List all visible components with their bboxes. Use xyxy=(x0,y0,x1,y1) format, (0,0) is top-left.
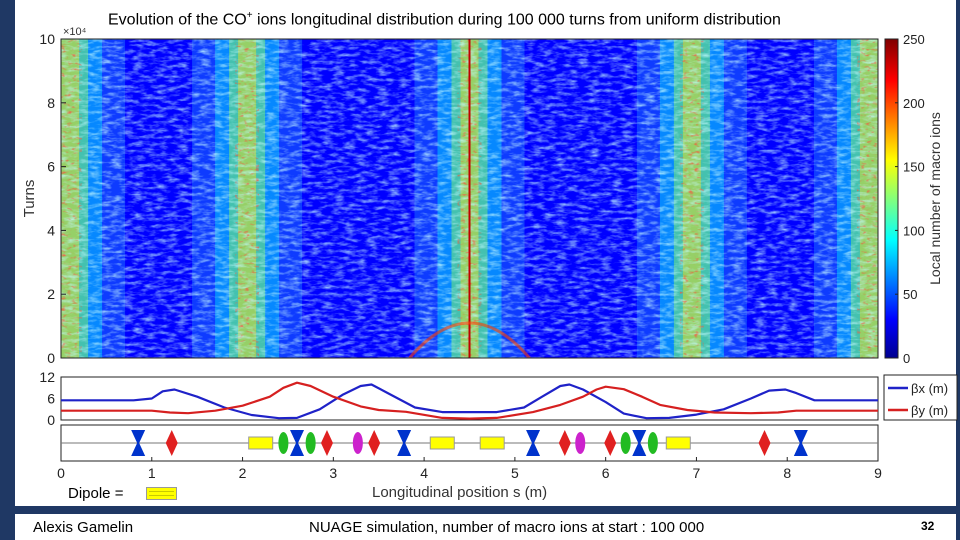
y-tick-label: 2 xyxy=(47,286,55,302)
hot-streak xyxy=(235,39,260,358)
title-rest: ions longitudinal distribution during 10… xyxy=(252,11,781,29)
colorbar: 0 50 100 150 200 250 Local number of macro ion… xyxy=(884,32,943,366)
beta-series-line xyxy=(61,383,878,420)
x-tick-label: 9 xyxy=(874,465,882,481)
dipole-icon xyxy=(479,436,505,450)
colorbar-label: Local number of macro ions xyxy=(927,112,943,285)
defocusing-quadrupole-icon xyxy=(558,430,571,456)
focusing-quadrupole-icon xyxy=(131,430,146,456)
defocusing-quadrupole-icon xyxy=(320,430,333,456)
sextupole-icon xyxy=(278,432,289,454)
heatmap-axes: 0 2 4 6 8 10 ×10⁴ Turns xyxy=(21,26,879,366)
dipole-legend-swatch xyxy=(146,487,177,500)
dipole-icon xyxy=(248,436,274,450)
hot-streak xyxy=(679,39,704,358)
x-tick-label: 2 xyxy=(239,465,247,481)
focusing-quadrupole-icon xyxy=(526,430,541,456)
sextupole-icon xyxy=(305,432,316,454)
footer-note: NUAGE simulation, number of macro ions a… xyxy=(309,519,705,536)
x-axis-label: Longitudinal position s (m) xyxy=(372,484,548,501)
x-tick-label: 0 xyxy=(57,465,65,481)
x-tick-label: 8 xyxy=(783,465,791,481)
slide-bottom-strip xyxy=(15,506,960,514)
heatmap-frame xyxy=(60,38,879,359)
defocusing-quadrupole-icon xyxy=(368,430,381,456)
beta-y-tick-label: 12 xyxy=(39,369,55,385)
sextupole-icon xyxy=(647,432,658,454)
slide-side-bar xyxy=(0,0,15,540)
defocusing-quadrupole-icon xyxy=(758,430,771,456)
y-tick-label: 4 xyxy=(47,222,55,238)
title-superscript: + xyxy=(246,10,253,21)
defocusing-quadrupole-icon xyxy=(165,430,178,456)
colorbar-tick-label: 100 xyxy=(903,223,925,238)
page-number: 32 xyxy=(921,519,935,533)
legend-label: βx (m) xyxy=(911,381,948,396)
beta-y-tick-label: 0 xyxy=(47,412,55,428)
y-exponent-label: ×10⁴ xyxy=(63,26,87,38)
colorbar-tick-label: 250 xyxy=(903,32,925,47)
defocusing-quadrupole-icon xyxy=(604,430,617,456)
focusing-quadrupole-icon xyxy=(290,430,305,456)
colorbar-tick-label: 200 xyxy=(903,96,925,111)
octupole-icon xyxy=(352,432,363,454)
beta-legend: βx (m) βy (m) xyxy=(883,374,958,421)
legend-box xyxy=(883,374,958,421)
beta-y-tick-label: 6 xyxy=(47,391,55,407)
y-axis-label: Turns xyxy=(21,180,38,218)
octupole-icon xyxy=(575,432,586,454)
beta-series-line xyxy=(61,381,878,420)
hot-streak xyxy=(856,39,878,358)
x-tick-label: 6 xyxy=(602,465,610,481)
dipole-legend-label: Dipole = xyxy=(68,485,124,502)
y-tick-label: 0 xyxy=(47,350,55,366)
focusing-quadrupole-icon xyxy=(632,430,647,456)
x-tick-label: 3 xyxy=(329,465,337,481)
legend-label: βy (m) xyxy=(911,403,948,418)
colorbar-tick-label: 0 xyxy=(903,351,910,366)
footer-author: Alexis Gamelin xyxy=(33,519,134,536)
lattice-diagram: 0 1 2 3 4 5 6 7 8 9 xyxy=(57,424,882,481)
title-main: Evolution of the CO xyxy=(108,11,247,29)
dipole-icon xyxy=(429,436,455,450)
slide-title: Evolution of the CO+ ions longitudinal d… xyxy=(108,10,781,29)
y-tick-label: 10 xyxy=(39,31,55,47)
x-tick-label: 4 xyxy=(420,465,428,481)
central-density-fan xyxy=(408,321,531,358)
hot-streak xyxy=(61,39,83,358)
x-tick-label: 7 xyxy=(693,465,701,481)
focusing-quadrupole-icon xyxy=(397,430,412,456)
colorbar-tick-label: 150 xyxy=(903,160,925,175)
slide-right-edge xyxy=(956,0,960,540)
dipole-icon xyxy=(665,436,691,450)
beta-function-axes: 0 6 12 xyxy=(39,369,879,428)
colorbar-gradient xyxy=(884,38,899,359)
focusing-quadrupole-icon xyxy=(793,430,808,456)
sextupole-icon xyxy=(620,432,631,454)
y-tick-label: 6 xyxy=(47,159,55,175)
colorbar-tick-label: 50 xyxy=(903,287,917,302)
y-tick-label: 8 xyxy=(47,95,55,111)
x-tick-label: 1 xyxy=(148,465,156,481)
heatmap xyxy=(61,39,878,358)
x-tick-label: 5 xyxy=(511,465,519,481)
